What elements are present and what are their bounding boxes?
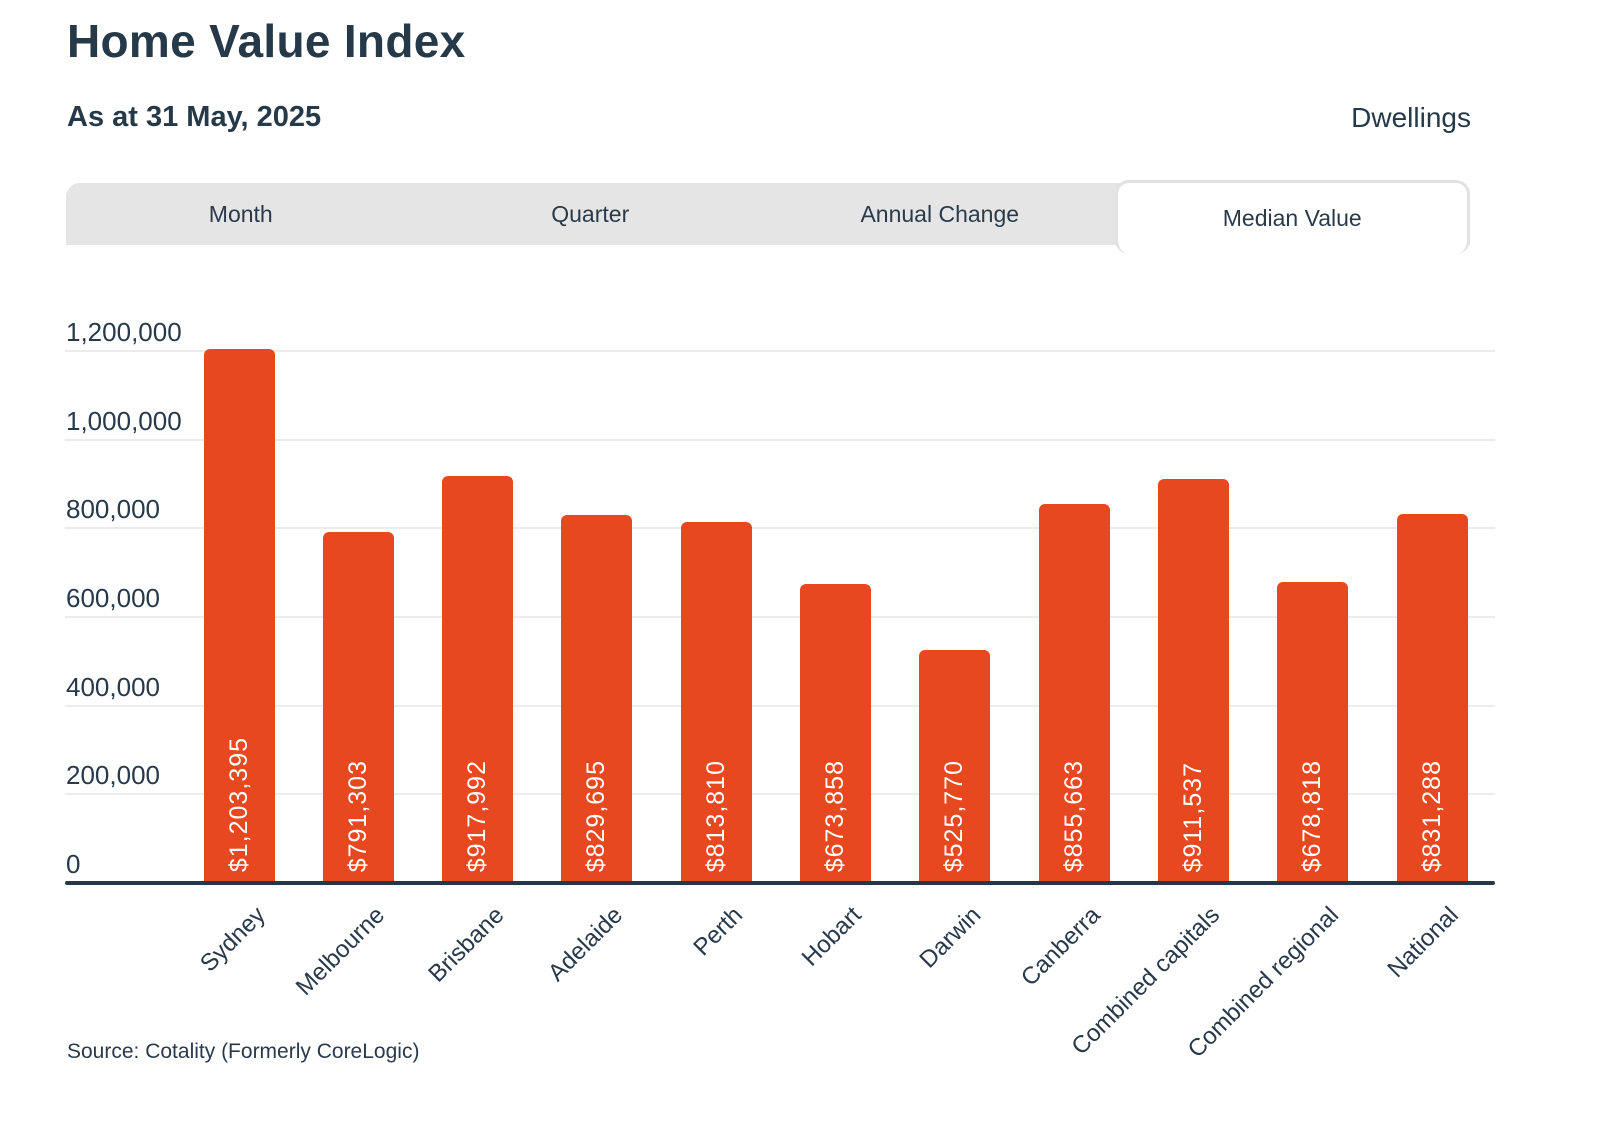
- bar: $813,810: [680, 522, 752, 883]
- gridline: [65, 438, 1495, 441]
- bar: $673,858: [800, 584, 871, 883]
- bar: $917,992: [442, 476, 514, 883]
- date-label: As at 31 May, 2025: [67, 101, 322, 133]
- gridline: [65, 616, 1495, 618]
- tab-label: Median Value: [1222, 205, 1362, 231]
- bar-value-label: $673,858: [821, 759, 849, 872]
- bar-value-label: $678,818: [1298, 759, 1327, 872]
- bar: $525,770: [919, 649, 991, 883]
- bar: $678,818: [1277, 582, 1349, 883]
- x-axis-label: Darwin: [914, 901, 987, 974]
- bar: $829,695: [561, 515, 633, 883]
- y-tick-label: 1,200,000: [66, 317, 182, 347]
- x-axis-label: National: [1382, 901, 1464, 983]
- bar-value-label: $831,288: [1417, 759, 1446, 872]
- bar: $1,203,395: [203, 349, 275, 883]
- tab-bar: Month Quarter Annual Change Median Value: [66, 180, 1470, 254]
- bar-value-label: $525,770: [940, 759, 969, 872]
- bar: $791,303: [322, 532, 394, 883]
- bar: $911,537: [1157, 478, 1229, 883]
- gridline: [65, 793, 1495, 796]
- tab-median-value[interactable]: Median Value: [1114, 180, 1470, 254]
- page-title: Home Value Index: [67, 15, 466, 67]
- x-axis-label: Sydney: [194, 901, 271, 978]
- tab-annual-change[interactable]: Annual Change: [765, 183, 1115, 245]
- bar-value-label: $813,810: [701, 759, 730, 872]
- gridline: [65, 350, 1495, 352]
- tab-quarter[interactable]: Quarter: [416, 183, 766, 245]
- x-axis-label: Melbourne: [290, 901, 390, 1001]
- tab-month[interactable]: Month: [66, 183, 416, 245]
- x-axis-label: Adelaide: [543, 901, 629, 987]
- tab-label: Month: [208, 200, 273, 227]
- bar-value-label: $1,203,395: [224, 736, 253, 872]
- bar: $831,288: [1396, 514, 1468, 883]
- source-note: Source: Cotality (Formerly CoreLogic): [67, 1040, 420, 1063]
- gridline: [65, 704, 1495, 707]
- y-tick-label: 600,000: [66, 583, 160, 613]
- x-axis-label: Perth: [688, 901, 748, 962]
- x-axis-label: Brisbane: [423, 901, 510, 988]
- property-type-label: Dwellings: [1351, 102, 1471, 133]
- y-tick-label: 400,000: [66, 671, 160, 702]
- y-tick-label: 0: [66, 849, 81, 879]
- bar-value-label: $829,695: [582, 759, 611, 872]
- bar: $855,663: [1038, 503, 1110, 883]
- y-tick-label: 1,000,000: [66, 405, 182, 436]
- tab-label: Quarter: [551, 200, 630, 227]
- x-axis-label: Canberra: [1015, 901, 1106, 992]
- x-axis-line: [65, 881, 1495, 885]
- bar-value-label: $855,663: [1059, 759, 1088, 872]
- y-tick-label: 200,000: [66, 760, 160, 791]
- y-tick-label: 800,000: [66, 494, 160, 525]
- tab-label: Annual Change: [860, 200, 1020, 227]
- bar-value-label: $917,992: [463, 759, 492, 872]
- gridline: [65, 527, 1495, 530]
- bar-value-label: $791,303: [343, 759, 372, 872]
- bar-value-label: $911,537: [1178, 761, 1207, 872]
- x-axis-label: Hobart: [797, 901, 868, 972]
- bar-chart: 0 200,000 400,000 600,000 800,000 1,000,000 1,…: [0, 280, 1614, 1080]
